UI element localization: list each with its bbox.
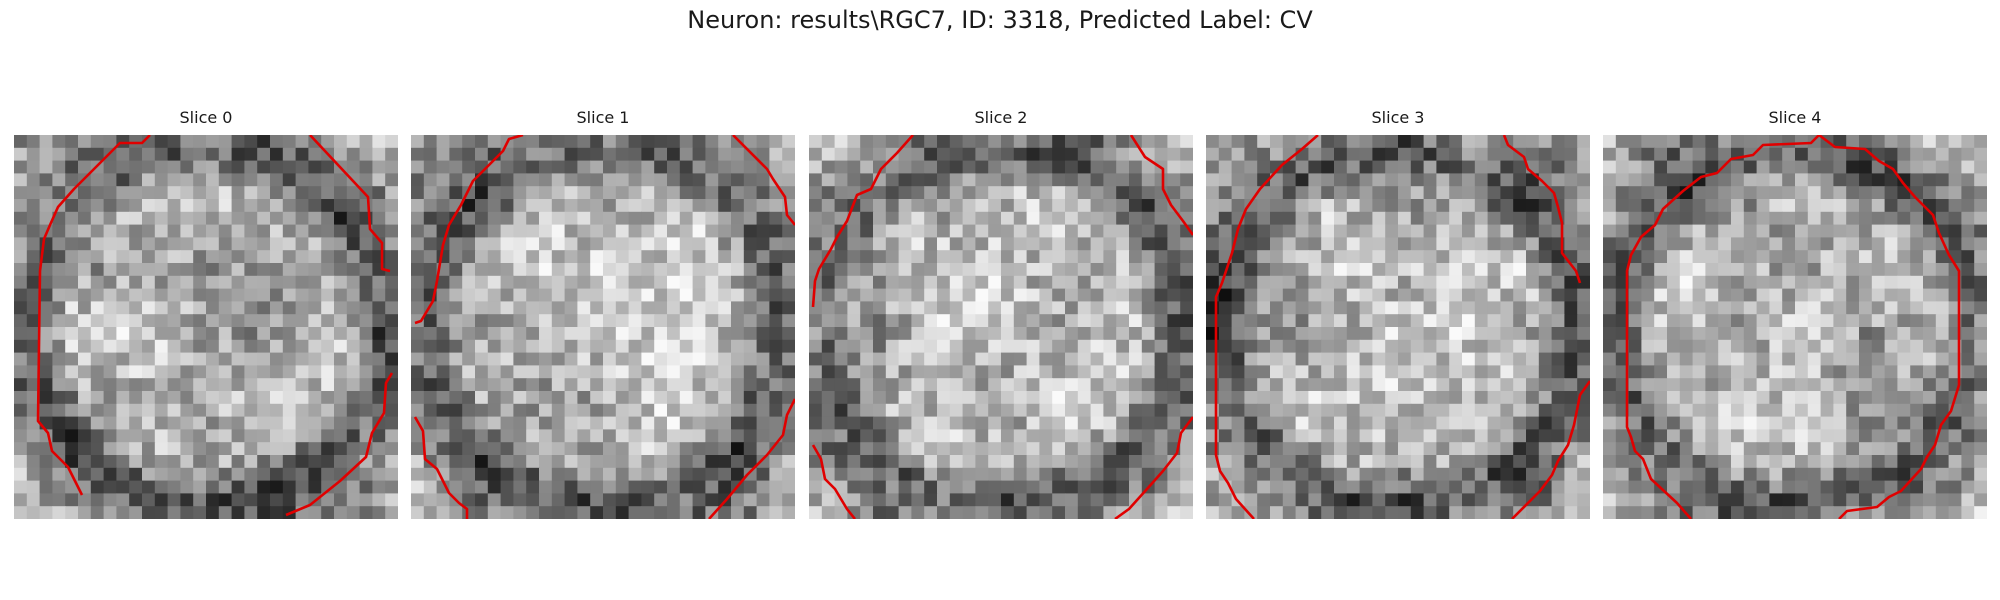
cell-contour-1-2 [413,416,469,519]
cell-contour-3-2 [1511,380,1590,519]
cell-contour-2-2 [811,444,857,519]
cell-contour-1-0 [414,135,524,325]
slice-image-0 [14,135,398,519]
slice-title-2: Slice 2 [974,108,1028,127]
cell-contour-1-1 [732,135,795,226]
slice-image-3 [1206,135,1590,519]
cell-contour-2-3 [1114,416,1193,519]
cell-contour-0-2 [285,372,394,517]
slice-title-0: Slice 0 [179,108,233,127]
cell-contour-0-1 [309,135,391,273]
cell-contour-2-1 [1129,135,1193,236]
figure-title: Neuron: results\RGC7, ID: 3318, Predicte… [687,6,1313,34]
slice-title-1: Slice 1 [576,108,630,127]
cell-contour-2-0 [811,135,914,308]
slice-title-4: Slice 4 [1768,108,1822,127]
cell-contour-3-0 [1214,135,1319,519]
cell-contour-1-3 [708,398,795,519]
slice-image-4 [1603,135,1987,519]
slice-title-3: Slice 3 [1371,108,1425,127]
slice-image-1 [411,135,795,519]
cell-contour-3-1 [1502,135,1582,284]
cell-contour-0-0 [36,135,151,496]
slice-image-2 [809,135,1193,519]
cell-contour-4-0 [1625,135,1961,519]
